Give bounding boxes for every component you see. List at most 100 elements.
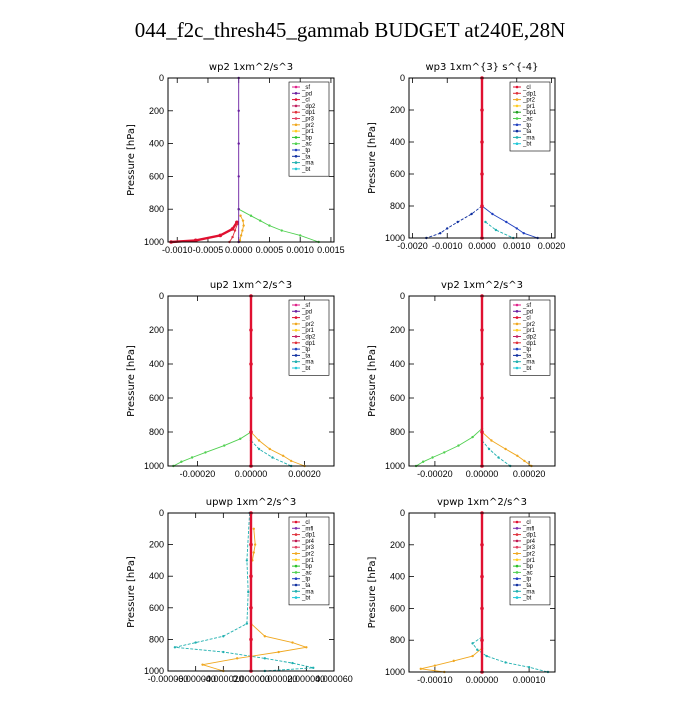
data-point	[443, 451, 446, 454]
legend-marker	[294, 303, 298, 307]
data-point	[305, 646, 308, 649]
legend-label: _ta	[301, 154, 311, 160]
y-tick-label: 800	[149, 634, 164, 644]
legend-label: _mfl	[301, 526, 313, 532]
data-point	[515, 227, 518, 230]
y-axis-label: Pressure [hPa]	[367, 557, 378, 629]
series-line-ac	[173, 431, 252, 467]
data-point	[249, 574, 253, 578]
y-tick-label: 800	[149, 427, 164, 437]
legend-label: _pr2	[522, 322, 536, 328]
series-line-pr2	[251, 528, 256, 561]
x-tick-label: 0.00000	[466, 469, 499, 479]
data-point	[222, 635, 225, 638]
data-point	[504, 447, 507, 451]
data-point	[241, 229, 244, 232]
series-line-ma	[485, 221, 514, 239]
data-point	[522, 232, 525, 235]
legend-marker	[515, 539, 519, 543]
legend-marker	[515, 527, 519, 530]
legend-marker	[515, 335, 519, 338]
y-tick-label: 400	[390, 137, 405, 147]
legend-label: _pr1	[301, 558, 315, 564]
legend-marker	[515, 520, 519, 524]
data-point	[298, 234, 302, 237]
y-tick-label: 200	[390, 105, 405, 115]
legend-marker	[515, 564, 519, 568]
y-tick-label: 1000	[385, 461, 405, 471]
x-tick-label: 0.000000	[232, 674, 270, 684]
legend-marker	[294, 347, 298, 351]
x-tick-label: 0.0010	[286, 245, 314, 255]
y-tick-label: 400	[149, 359, 164, 369]
data-point	[487, 447, 491, 451]
y-tick-label: 1000	[385, 233, 405, 243]
series-line-ma	[471, 636, 549, 673]
panel-title: up2 1xm^2/s^3	[210, 280, 292, 291]
plot-frame	[167, 512, 335, 672]
legend-marker	[515, 110, 519, 114]
series-line-ma	[174, 512, 314, 672]
legend-label: _cl	[522, 316, 531, 322]
legend-marker	[294, 520, 298, 524]
legend-marker	[294, 577, 298, 580]
legend-marker	[515, 104, 519, 108]
series-line-pr2	[202, 623, 307, 672]
data-point	[249, 542, 253, 547]
legend-label: _pr3	[522, 545, 536, 551]
y-tick-label: 400	[390, 572, 405, 582]
legend: _sf_pd_cl_pr2_pr1_dp2_dp1_tp_ta_ma_bt	[509, 299, 551, 376]
data-point	[194, 641, 197, 644]
data-point	[480, 362, 484, 366]
legend-marker	[515, 117, 519, 120]
legend-label: _tp	[301, 347, 311, 353]
x-tick-label: -0.0005	[193, 245, 224, 255]
legend-label: _cl	[522, 520, 531, 526]
legend-marker	[294, 310, 298, 313]
y-tick-label: 1000	[144, 237, 164, 247]
data-point	[249, 637, 253, 642]
y-tick-label: 600	[149, 171, 164, 181]
panel-title: vp2 1xm^2/s^3	[441, 280, 523, 291]
series-line-ac	[415, 428, 483, 467]
y-tick-label: 200	[149, 325, 164, 335]
x-tick-label: 0.00020	[513, 469, 546, 479]
legend-label: _ma	[301, 161, 314, 167]
data-point	[470, 212, 473, 216]
legend-label: _dp2	[301, 335, 316, 341]
legend-marker	[294, 545, 298, 549]
legend-label: _dp1	[301, 341, 316, 347]
data-point	[476, 648, 479, 651]
y-tick-label: 800	[390, 201, 405, 211]
legend-marker	[515, 142, 519, 145]
x-tick-label: -0.0010	[162, 245, 193, 255]
data-point	[190, 456, 194, 459]
legend-label: _ma	[301, 589, 314, 595]
data-point	[193, 238, 198, 243]
data-point	[231, 235, 234, 239]
data-point	[263, 657, 267, 660]
data-point	[223, 444, 226, 447]
data-point	[497, 456, 500, 459]
legend-label: _dp2	[301, 104, 316, 110]
legend-marker	[294, 360, 298, 363]
legend-label: _pd	[301, 309, 312, 315]
legend-marker	[294, 527, 298, 530]
panel-title: vpwp 1xm^2/s^3	[437, 497, 527, 508]
series-line-pr2	[481, 431, 532, 467]
legend-label: _bt	[522, 366, 532, 372]
data-point	[263, 635, 267, 638]
y-tick-label: 1000	[144, 666, 164, 676]
x-tick-label: 0.000040	[288, 674, 326, 684]
y-tick-label: 0	[400, 508, 405, 518]
y-tick-label: 0	[159, 73, 164, 83]
legend-marker	[294, 142, 298, 145]
data-point	[494, 228, 498, 232]
legend-marker	[294, 552, 298, 555]
legend-marker	[294, 533, 298, 536]
legend-marker	[515, 552, 519, 555]
legend-label: _dp1	[301, 533, 316, 539]
data-point	[471, 435, 474, 439]
legend-label: _cl	[522, 85, 531, 91]
x-tick-label: 0.0015	[317, 245, 345, 255]
